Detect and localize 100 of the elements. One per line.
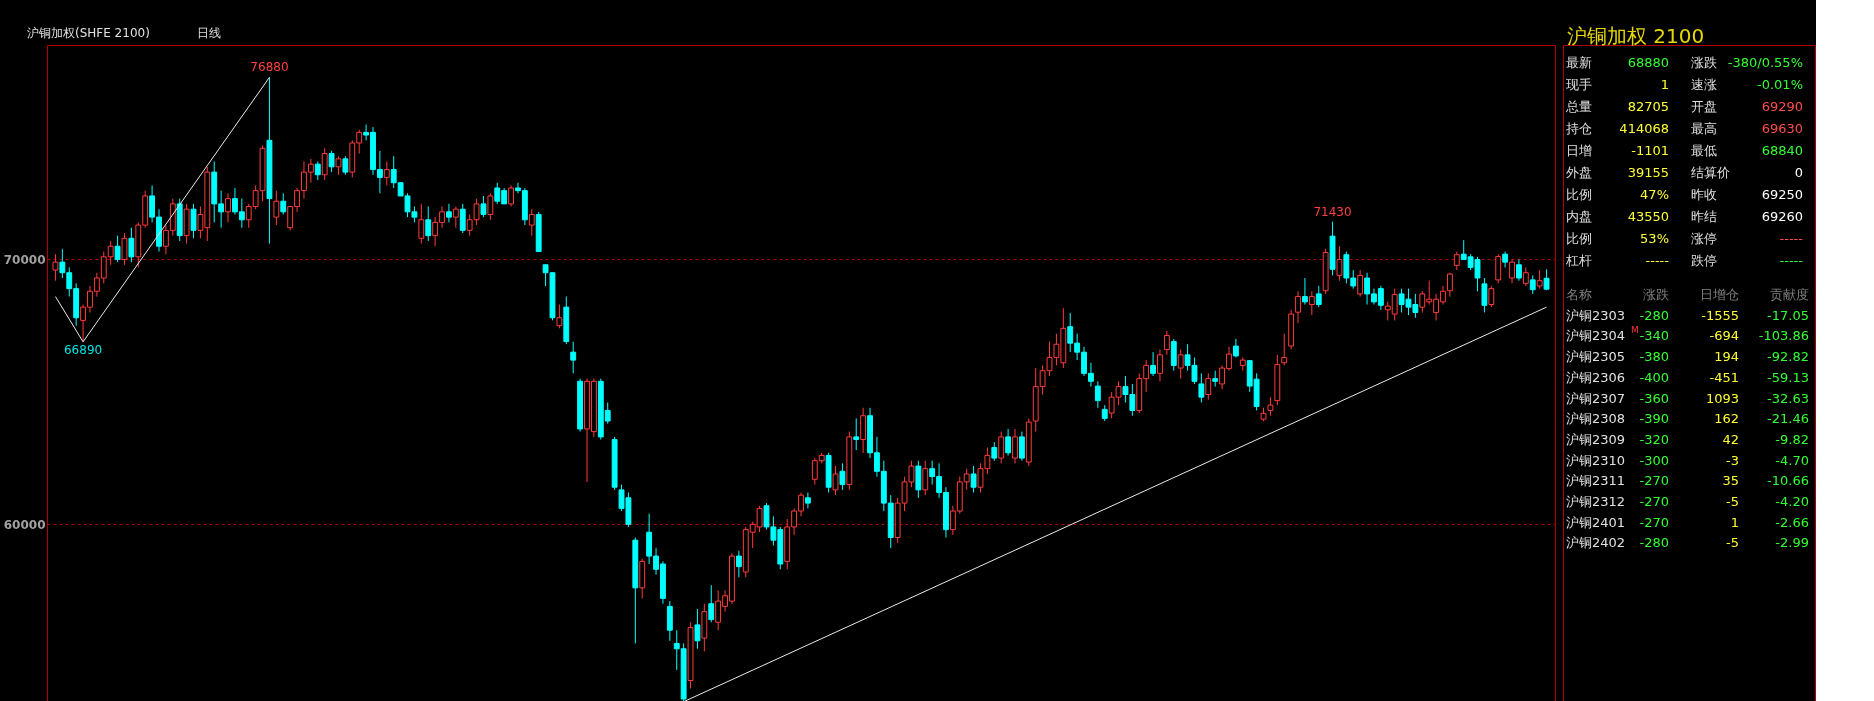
y-tick-label: 70000 [3,252,46,267]
candlestick [556,304,563,329]
candlestick [915,460,922,499]
y-tick-label: 60000 [3,517,46,532]
candlestick [418,203,425,245]
chart-title: 沪铜加权(SHFE 2100) [27,26,150,40]
candlestick [970,465,977,494]
candlestick [1018,431,1025,462]
candlestick [1281,333,1288,366]
candlestick [1336,245,1343,282]
text: 涨跌 [1691,55,1717,70]
candlestick [528,208,535,237]
candlestick [114,235,121,263]
text: ----- [1645,253,1670,268]
text: 比例 [1566,187,1592,202]
candlestick [128,227,135,263]
candlestick [480,195,487,218]
text: -400 [1639,369,1669,385]
text: 69260 [1761,209,1803,224]
text: -380 [1639,349,1669,365]
text: -10.66 [1767,473,1809,489]
text: 沪铜2305 [1566,349,1626,365]
text: -92.82 [1767,349,1809,365]
text: -5 [1726,535,1739,551]
candlestick [1163,330,1170,356]
text: -2.66 [1775,514,1809,530]
text: 开盘 [1691,99,1717,114]
text: ----- [1779,253,1804,268]
text: -4.20 [1775,494,1809,509]
candlestick [804,492,811,509]
text: 沪铜2310 [1566,452,1626,468]
text: 沪铜2307 [1566,390,1626,406]
text: 涨停 [1691,231,1717,246]
text: 沪铜2311 [1566,473,1626,489]
annotation: 66890 [63,342,103,357]
text: 最新 [1566,55,1592,70]
chart-subtitle: 日线 [197,26,221,40]
candlestick [121,232,128,266]
text: -280 [1639,307,1669,323]
candlestick [335,155,342,176]
text: 总量 [1565,99,1592,114]
candlestick [273,190,280,226]
candlestick [1529,274,1536,295]
text: -280 [1639,535,1669,551]
candlestick [1522,266,1529,287]
candlestick [425,206,432,242]
text: 名称 [1566,287,1592,302]
candlestick [1357,269,1364,298]
text: -0.01% [1757,77,1803,92]
candlestick [1453,251,1460,271]
text: 沪铜2308 [1566,411,1626,427]
text: -17.05 [1767,307,1809,323]
text: 0 [1794,165,1803,180]
text: -451 [1709,369,1739,385]
text: -103.86 [1758,328,1809,344]
candlestick [998,431,1005,464]
candlestick [708,584,715,623]
text: -5 [1726,494,1739,509]
candlestick [1495,253,1502,284]
candlestick [1012,428,1018,464]
candlestick [839,462,846,491]
candlestick [1302,277,1308,305]
text: 1093 [1705,390,1739,406]
text: 82705 [1627,99,1669,114]
text: 沪铜2309 [1566,431,1626,447]
text: 速涨 [1691,77,1717,92]
text: 414068 [1619,121,1669,136]
text: 沪铜加权 2100 [1567,24,1705,48]
text: 沪铜2402 [1566,535,1626,551]
candlestick [570,341,577,374]
candlestick [1267,396,1274,417]
candlestick [342,155,349,176]
text: 日增仓 [1700,287,1739,302]
text: -380/0.55% [1727,55,1803,70]
text: 162 [1714,411,1739,427]
text: 最高 [1691,121,1717,136]
text: -1101 [1631,143,1669,158]
text: 1 [1730,514,1739,530]
text: 内盘 [1566,209,1592,224]
text: -300 [1639,452,1669,468]
text: 现手 [1566,77,1592,92]
text: 沪铜2306 [1566,369,1626,385]
candlestick [1315,285,1322,308]
candlestick [1481,277,1488,313]
text: ----- [1779,231,1804,246]
candlestick [1177,349,1184,380]
candlestick [321,147,328,181]
text: -270 [1639,494,1669,509]
text: -340 [1639,328,1669,344]
candlestick [190,203,197,239]
candlestick [991,441,998,462]
candlestick [694,608,701,650]
text: -270 [1639,473,1669,489]
candlestick [922,460,929,496]
text: -1555 [1701,307,1739,323]
text: 69630 [1761,121,1803,136]
text: 43550 [1627,209,1669,224]
text: 沪铜2303 [1566,307,1626,323]
text: -360 [1639,390,1669,406]
candlestick [1295,290,1301,324]
